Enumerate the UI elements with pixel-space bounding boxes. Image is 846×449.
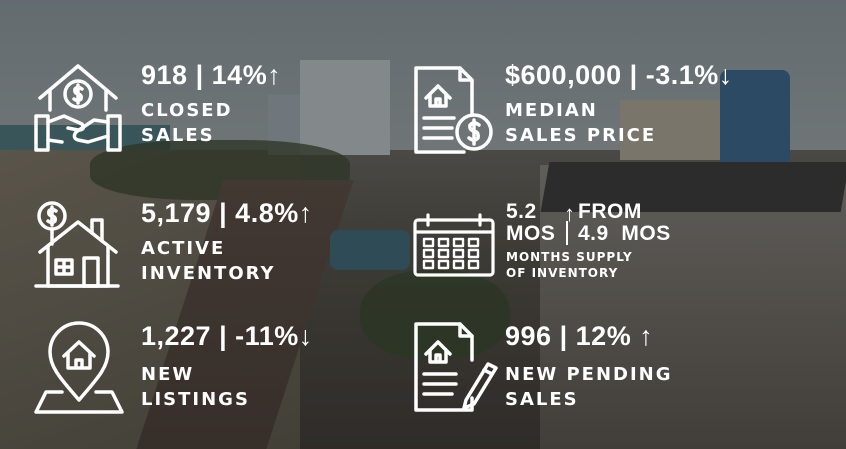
months-supply-value: 5.2 xyxy=(506,200,537,223)
separator-line xyxy=(566,221,568,245)
up-arrow-icon: ↑ xyxy=(639,321,654,351)
separator: | xyxy=(219,198,228,228)
median-price-stat: $600,000 | -3.1%↓ xyxy=(505,60,733,90)
new-pending-block: 996 | 12% ↑ NEW PENDING SALES xyxy=(505,321,673,412)
document-house-dollar-icon xyxy=(412,64,494,156)
down-arrow-icon: ↓ xyxy=(718,60,733,90)
median-price-label-2: SALES PRICE xyxy=(505,125,657,146)
new-listings-stat: 1,227 | -11%↓ xyxy=(141,321,313,351)
new-pending-value: 996 xyxy=(505,321,552,351)
down-arrow-icon: ↓ xyxy=(298,321,313,351)
background-hotel-tower xyxy=(300,60,390,155)
months-supply-stat: 5.2 MOS ↑ FROM 4.9 MOS xyxy=(506,201,706,247)
up-arrow-icon: ↑ xyxy=(267,60,282,90)
up-arrow-icon: ↑ xyxy=(564,201,576,226)
document-house-pen-icon xyxy=(412,320,498,414)
median-price-value: $600,000 xyxy=(505,60,622,90)
new-pending-change: 12% xyxy=(575,321,632,351)
new-listings-value: 1,227 xyxy=(141,321,212,351)
separator: | xyxy=(629,60,638,90)
background-building xyxy=(620,100,730,160)
new-pending-label-2: SALES xyxy=(505,389,579,410)
new-listings-block: 1,227 | -11%↓ NEW LISTINGS xyxy=(141,321,313,412)
separator: | xyxy=(559,321,568,351)
median-price-label-1: MEDIAN xyxy=(505,100,598,121)
active-inventory-change: 4.8% xyxy=(235,198,299,228)
closed-sales-stat: 918 | 14%↑ xyxy=(141,60,281,90)
active-inventory-label-1: ACTIVE xyxy=(141,238,226,259)
closed-sales-label-1: CLOSED xyxy=(141,100,233,121)
house-handshake-dollar-icon xyxy=(32,60,124,156)
separator: | xyxy=(195,60,204,90)
new-pending-label-1: NEW PENDING xyxy=(505,364,673,385)
closed-sales-label-2: SALES xyxy=(141,125,215,146)
median-price-change: -3.1% xyxy=(645,60,719,90)
active-inventory-stat: 5,179 | 4.8%↑ xyxy=(141,198,313,228)
house-dollar-balloon-icon xyxy=(32,198,122,290)
house-location-pin-icon xyxy=(32,320,126,416)
active-inventory-value: 5,179 xyxy=(141,198,212,228)
months-supply-from: FROM xyxy=(578,200,642,223)
median-price-block: $600,000 | -3.1%↓ MEDIAN SALES PRICE xyxy=(505,60,733,148)
months-supply-unit: MOS xyxy=(506,222,556,245)
background-pool xyxy=(330,230,410,270)
up-arrow-icon: ↑ xyxy=(298,198,313,228)
background-blue-tower xyxy=(720,70,790,165)
months-supply-label-2: OF INVENTORY xyxy=(506,266,619,280)
months-supply-label-1: MONTHS SUPPLY xyxy=(506,250,633,264)
separator: | xyxy=(219,321,228,351)
new-listings-change: -11% xyxy=(235,321,299,351)
background-condo-building xyxy=(540,165,846,449)
closed-sales-value: 918 xyxy=(141,60,188,90)
new-listings-label-2: LISTINGS xyxy=(141,389,250,410)
months-supply-block: 5.2 MOS ↑ FROM 4.9 MOS MONTHS SUPPLY OF … xyxy=(506,201,706,281)
closed-sales-block: 918 | 14%↑ CLOSED SALES xyxy=(141,60,281,148)
new-listings-label-1: NEW xyxy=(141,364,195,385)
active-inventory-label-2: INVENTORY xyxy=(141,263,276,284)
new-pending-stat: 996 | 12% ↑ xyxy=(505,321,673,351)
calendar-icon xyxy=(412,212,496,278)
closed-sales-change: 14% xyxy=(211,60,268,90)
active-inventory-block: 5,179 | 4.8%↑ ACTIVE INVENTORY xyxy=(141,198,313,286)
months-supply-previous: 4.9 MOS xyxy=(578,222,671,245)
